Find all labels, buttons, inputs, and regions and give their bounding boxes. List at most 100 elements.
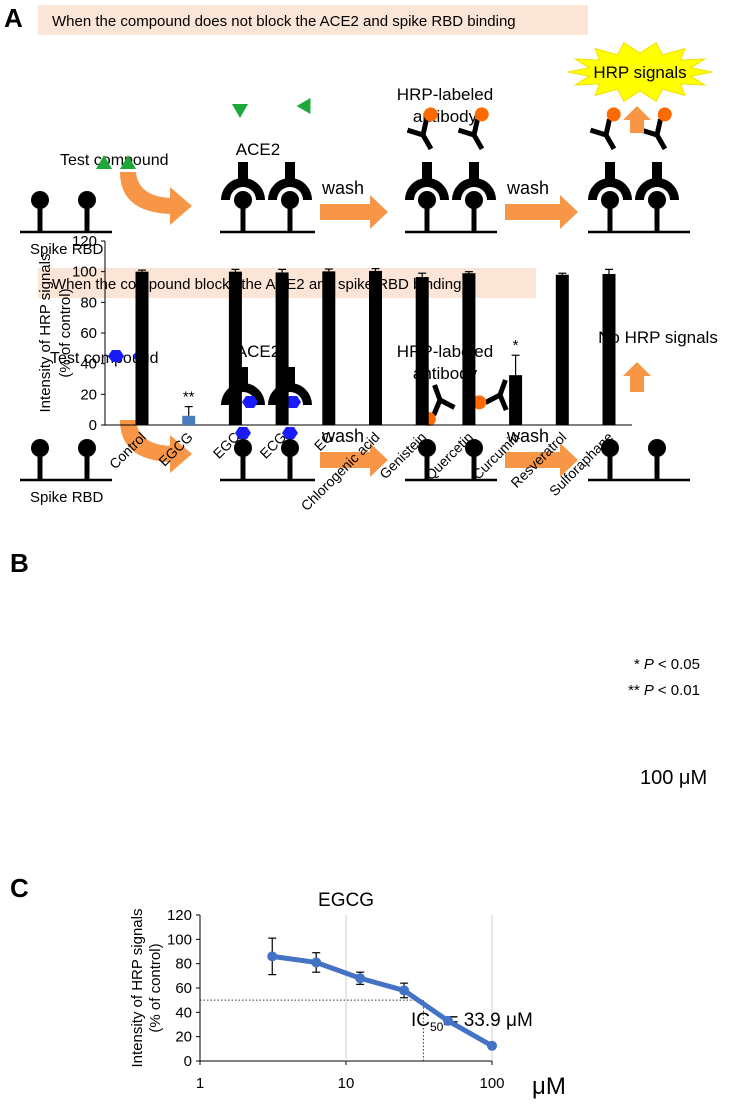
test-compound [108, 349, 124, 363]
rbd-head [465, 191, 483, 209]
y-tick-label: 120 [167, 907, 192, 924]
ace2-stem [238, 162, 248, 180]
significance-legend: * P < 0.05 [634, 656, 700, 673]
bar [135, 271, 149, 425]
bar [462, 273, 476, 425]
panel-label: A [4, 3, 23, 33]
arrow [505, 195, 578, 229]
rbd-head [648, 439, 666, 457]
label: wash [506, 426, 549, 446]
rbd-head [418, 191, 436, 209]
legend-condition: < 0.01 [658, 682, 700, 699]
x-tick-label: 1 [196, 1075, 204, 1092]
ic50-label: IC50 = 33.9 μM [411, 1010, 533, 1034]
bar [182, 415, 196, 425]
banner-text: When the compound blocks the ACE2 and sp… [52, 276, 461, 293]
ace2-receptor [405, 178, 449, 200]
antibody-shape [640, 118, 668, 151]
ace2-stem [285, 367, 295, 385]
legend-p: P [644, 682, 654, 699]
rbd-head [601, 191, 619, 209]
ic50-text: IC [411, 1010, 430, 1031]
arrow [320, 443, 388, 477]
point [399, 985, 410, 996]
arrow [320, 195, 388, 229]
antibody [472, 379, 509, 411]
antibody-shape [457, 118, 485, 151]
significance-mark: * [513, 337, 519, 354]
bar [415, 277, 429, 425]
label: ACE2 [236, 140, 280, 159]
test-compound [242, 395, 258, 409]
antibody-shape [406, 118, 434, 151]
antibody-shape [484, 379, 509, 411]
legend-stars: * [634, 656, 640, 673]
x-tick-label: 10 [338, 1075, 355, 1092]
rbd-head [31, 439, 49, 457]
significance-legend: ** P < 0.01 [628, 682, 700, 699]
antibody [406, 107, 438, 151]
ace2-stem [605, 162, 615, 180]
test-compound [235, 426, 251, 440]
rbd-head [31, 191, 49, 209]
bar [228, 271, 242, 425]
test-compound [282, 426, 298, 440]
rbd-head [648, 191, 666, 209]
label: HRP-labeled [397, 85, 493, 104]
y-tick-label: 80 [80, 294, 97, 311]
y-tick-label: 20 [80, 386, 97, 403]
bar [602, 273, 616, 425]
legend-stars: ** [628, 682, 640, 699]
rbd-head [78, 191, 96, 209]
hrp-label [474, 107, 489, 122]
bar [369, 270, 382, 425]
label: No HRP signals [598, 328, 718, 347]
label: ACE2 [236, 342, 280, 361]
bar [275, 272, 289, 425]
signal-burst [567, 42, 713, 102]
y-axis-title: Intensity of HRP signals [129, 909, 146, 1068]
y-tick-label: 0 [184, 1053, 192, 1070]
rbd-head [281, 439, 299, 457]
x-tick-label: 100 [479, 1075, 504, 1092]
hrp-label [423, 107, 438, 122]
arrow-up [623, 362, 651, 392]
panel-label: B [10, 548, 29, 578]
y-tick-label: 60 [80, 325, 97, 342]
label: antibody [413, 364, 478, 383]
y-tick-label: 100 [72, 264, 97, 281]
x-axis-title: μM [532, 1073, 566, 1100]
bar [555, 274, 569, 425]
y-axis-title: Intensity of HRP signals [37, 254, 54, 413]
label: Test compound [50, 350, 159, 367]
rbd-head [234, 191, 252, 209]
antibody [589, 107, 621, 151]
test-compound [285, 395, 301, 409]
ace2-receptor [452, 178, 496, 200]
rbd-head [78, 439, 96, 457]
y-axis-title: (% of control) [147, 943, 164, 1032]
test-compound [232, 104, 248, 118]
antibody [457, 107, 489, 151]
arrow-curved [120, 420, 192, 473]
rbd-head [234, 439, 252, 457]
test-compound [296, 97, 311, 115]
point [443, 1015, 454, 1026]
ace2-stem [238, 367, 248, 385]
y-tick-label: 40 [175, 1004, 192, 1021]
label: HRP signals [593, 63, 686, 82]
antibody-shape [589, 118, 617, 151]
bar [322, 271, 336, 425]
legend-condition: < 0.05 [658, 656, 700, 673]
ace2-stem [285, 162, 295, 180]
ic50-subscript: 50 [430, 1020, 444, 1034]
y-tick-label: 0 [89, 417, 97, 434]
y-tick-label: 100 [167, 931, 192, 948]
y-tick-label: 80 [175, 956, 192, 973]
legend-p: P [644, 656, 654, 673]
ace2-stem [422, 162, 432, 180]
chart-title: EGCG [318, 890, 374, 911]
hrp-label [472, 395, 487, 410]
point [355, 973, 366, 984]
